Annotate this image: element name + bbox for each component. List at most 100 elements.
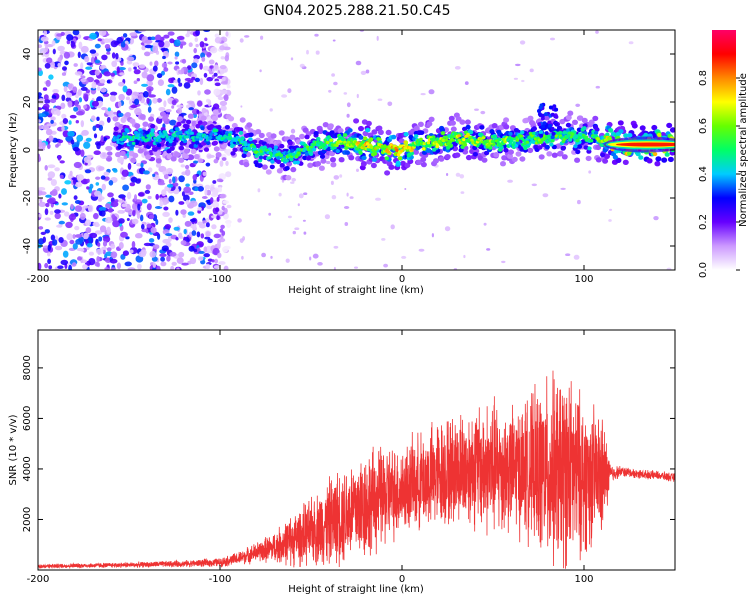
noise-blob: [194, 77, 200, 83]
ridge-cell: [329, 150, 336, 157]
noise-blob: [62, 66, 67, 71]
noise-blob: [122, 184, 129, 191]
snr-y-tick-label: 8000: [22, 355, 33, 380]
ridge-cell: [457, 134, 461, 138]
noise-blob: [66, 34, 74, 41]
noise-blob: [168, 217, 173, 223]
noise-blob: [202, 220, 207, 224]
noise-blob: [110, 40, 119, 48]
ridge-cell: [304, 152, 310, 156]
noise-blob: [107, 107, 112, 112]
noise-blob: [206, 98, 210, 103]
noise-blob: [180, 164, 185, 168]
ridge-cell: [270, 159, 275, 164]
noise-blob: [162, 170, 167, 175]
noise-speck: [381, 238, 386, 241]
noise-blob: [186, 100, 195, 105]
noise-blob: [47, 251, 51, 257]
ridge-cell: [214, 128, 219, 133]
noise-blob: [144, 44, 153, 49]
noise-blob: [103, 71, 111, 77]
ridge-cell: [400, 149, 404, 153]
spectrogram-x-ticks: -200 -100 0 100: [27, 30, 594, 285]
ridge-cell: [372, 151, 378, 156]
noise-blob: [205, 162, 211, 167]
noise-blob: [80, 178, 89, 185]
noise-blob: [196, 109, 200, 114]
noise-blob: [122, 85, 128, 93]
ridge-cell: [175, 131, 180, 136]
noise-blob: [47, 143, 51, 149]
ridge-cell: [639, 125, 646, 131]
noise-blob: [146, 74, 155, 82]
noise-speck: [259, 69, 262, 73]
noise-blob: [156, 73, 163, 79]
ridge-cell: [289, 157, 294, 162]
ridge-cell: [442, 135, 447, 139]
noise-blob: [91, 81, 97, 89]
noise-speck: [577, 199, 581, 205]
noise-blob: [217, 252, 222, 259]
noise-blob: [50, 119, 54, 124]
noise-blob: [213, 233, 221, 239]
noise-blob: [103, 38, 111, 43]
noise-blob: [167, 61, 173, 65]
noise-blob: [98, 166, 105, 171]
spectrogram-x-axis-label: Height of straight line (km): [288, 285, 424, 296]
ridge-cell: [311, 142, 316, 146]
noise-blob: [104, 44, 111, 49]
noise-blob: [156, 265, 161, 270]
noise-blob: [199, 77, 204, 86]
noise-blob: [156, 98, 163, 103]
ridge-cell: [573, 144, 578, 149]
spectrogram-y-tick-label: 20: [22, 96, 33, 109]
noise-speck: [356, 168, 359, 172]
ridge-cell: [248, 132, 254, 138]
ridge-cell: [202, 121, 208, 126]
ridge-cell: [340, 137, 345, 141]
ridge-cell: [465, 124, 471, 130]
ridge-cell: [206, 141, 211, 146]
noise-speck: [281, 94, 288, 98]
noise-speck: [560, 187, 566, 190]
noise-speck: [344, 222, 349, 226]
ridge-cell: [269, 164, 275, 170]
noise-blob: [180, 43, 183, 49]
ridge-cell: [227, 133, 232, 137]
noise-blob: [38, 201, 46, 207]
noise-speck: [331, 195, 337, 200]
noise-blob: [223, 94, 229, 102]
noise-blob: [197, 90, 201, 96]
ridge-cell: [540, 113, 545, 118]
noise-blob: [38, 67, 42, 72]
noise-blob: [211, 259, 215, 263]
ridge-cell: [414, 134, 419, 139]
noise-blob: [59, 160, 65, 164]
ridge-cell: [131, 137, 135, 142]
ridge-cell: [514, 143, 519, 148]
noise-blob: [197, 158, 204, 164]
noise-blob: [161, 189, 167, 197]
noise-blob: [176, 267, 180, 270]
noise-blob: [42, 236, 46, 243]
noise-blob: [157, 182, 166, 186]
noise-blob: [161, 62, 168, 69]
noise-blob: [113, 111, 117, 115]
noise-speck: [565, 253, 571, 256]
snr-x-tick-label: -100: [209, 574, 232, 585]
ridge-cell: [444, 154, 451, 160]
ridge-cell: [507, 135, 512, 140]
noise-speck: [507, 179, 513, 183]
noise-blob: [92, 222, 97, 226]
noise-speck: [354, 266, 358, 269]
ridge-cell: [200, 115, 207, 121]
noise-blob: [85, 66, 93, 70]
ridge-cell: [574, 157, 581, 163]
ridge-cell: [395, 160, 401, 166]
noise-blob: [211, 224, 217, 230]
noise-blob: [143, 170, 150, 175]
noise-blob: [87, 204, 94, 213]
ridge-cell: [178, 157, 185, 163]
noise-blob: [96, 256, 100, 263]
noise-blob: [83, 156, 92, 163]
